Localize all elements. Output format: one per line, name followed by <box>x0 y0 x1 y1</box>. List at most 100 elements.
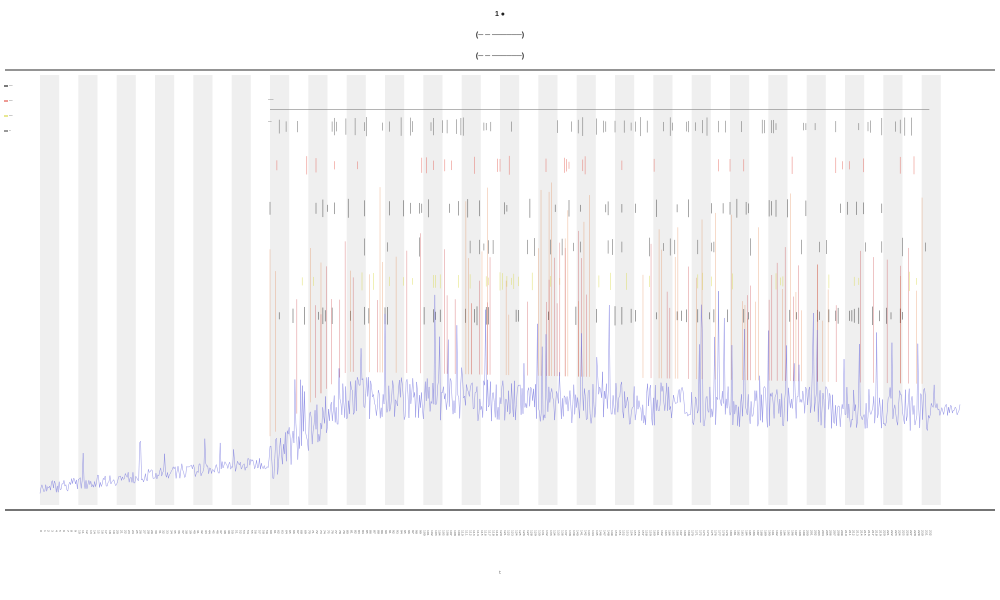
row-label: ── <box>267 119 272 123</box>
x-tick-label: 100 <box>422 530 426 536</box>
x-tick-label: 23 <box>127 530 131 534</box>
x-tick-label: 152 <box>622 530 626 536</box>
x-tick-label: 169 <box>687 530 691 536</box>
x-tick-label: 47 <box>219 530 223 534</box>
x-tick-label: 111 <box>465 530 469 536</box>
x-tick-label: 231 <box>925 530 929 536</box>
band <box>270 75 290 505</box>
x-tick-label: 208 <box>836 530 840 536</box>
x-tick-label: 27 <box>143 530 147 534</box>
title-line-3: (─ ─ ──────) <box>476 53 524 60</box>
x-tick-label: 41 <box>196 530 200 534</box>
x-tick-label: 83 <box>357 530 361 534</box>
band <box>806 75 826 505</box>
x-tick-label: 3 <box>51 530 55 532</box>
x-tick-label: 207 <box>833 530 837 536</box>
x-tick-label: 181 <box>733 530 737 536</box>
x-tick-label: 167 <box>679 530 683 536</box>
x-tick-label: 35 <box>173 530 177 534</box>
band <box>78 75 98 505</box>
x-tick-label: 166 <box>675 530 679 536</box>
x-tick-label: 94 <box>399 530 403 534</box>
band <box>346 75 366 505</box>
x-tick-label: 183 <box>741 530 745 536</box>
x-tick-label: 193 <box>779 530 783 536</box>
x-tick-label: 113 <box>472 530 476 536</box>
x-tick-label: 232 <box>928 530 932 536</box>
band <box>883 75 903 505</box>
x-tick-label: 0 <box>39 530 43 532</box>
x-tick-label: 61 <box>273 530 277 534</box>
x-tick-labels: 0 1 2 3 4 5 6 7 8 9 10 11 12 13 14 15 16 17 18 19 20 21 22 23 24… <box>39 530 932 536</box>
x-tick-label: 102 <box>430 530 434 536</box>
x-tick-label: 84 <box>361 530 365 534</box>
x-tick-label: 143 <box>587 530 591 536</box>
x-tick-label: 182 <box>737 530 741 536</box>
x-tick-label: 151 <box>618 530 622 536</box>
x-tick-label: 225 <box>902 530 906 536</box>
x-tick-label: 190 <box>767 530 771 536</box>
x-tick-label: 59 <box>265 530 269 534</box>
x-tick-label: 99 <box>419 530 423 534</box>
x-tick-label: 60 <box>269 530 273 534</box>
x-tick-label: 195 <box>787 530 791 536</box>
x-tick-label: 226 <box>905 530 909 536</box>
x-tick-label: 15 <box>97 530 101 534</box>
x-tick-label: 63 <box>281 530 285 534</box>
x-tick-label: 230 <box>921 530 925 536</box>
legend-entry: ── <box>8 84 13 88</box>
x-tick-label: 140 <box>576 530 580 536</box>
x-tick-label: 131 <box>541 530 545 536</box>
x-tick-label: 125 <box>518 530 522 536</box>
x-axis-title: t <box>499 570 501 575</box>
x-tick-label: 51 <box>235 530 239 534</box>
x-tick-label: 200 <box>806 530 810 536</box>
x-tick-label: 220 <box>882 530 886 536</box>
x-tick-label: 202 <box>813 530 817 536</box>
x-tick-label: 20 <box>116 530 120 534</box>
x-tick-label: 12 <box>85 530 89 534</box>
band <box>40 75 60 505</box>
x-tick-label: 89 <box>380 530 384 534</box>
x-tick-label: 77 <box>334 530 338 534</box>
x-tick-label: 155 <box>633 530 637 536</box>
x-tick-label: 186 <box>752 530 756 536</box>
x-tick-label: 172 <box>698 530 702 536</box>
legend-entry: ── <box>8 99 13 103</box>
x-tick-label: 34 <box>169 530 173 534</box>
x-tick-label: 110 <box>461 530 465 536</box>
band <box>576 75 596 505</box>
x-tick-label: 171 <box>695 530 699 536</box>
spike-series <box>269 182 923 437</box>
x-tick-label: 213 <box>856 530 860 536</box>
x-tick-label: 218 <box>875 530 879 536</box>
x-tick-label: 36 <box>177 530 181 534</box>
x-tick-label: 58 <box>261 530 265 534</box>
x-tick-label: 160 <box>652 530 656 536</box>
band <box>921 75 941 505</box>
x-tick-label: 170 <box>691 530 695 536</box>
x-tick-label: 92 <box>392 530 396 534</box>
x-tick-label: 229 <box>917 530 921 536</box>
x-tick-label: 168 <box>683 530 687 536</box>
x-tick-label: 164 <box>668 530 672 536</box>
x-tick-label: 123 <box>511 530 515 536</box>
x-tick-label: 178 <box>721 530 725 536</box>
x-tick-label: 90 <box>384 530 388 534</box>
x-tick-label: 76 <box>330 530 334 534</box>
x-tick-label: 46 <box>215 530 219 534</box>
band <box>308 75 328 505</box>
x-tick-label: 188 <box>760 530 764 536</box>
x-tick-label: 70 <box>307 530 311 534</box>
x-tick-label: 201 <box>810 530 814 536</box>
x-tick-label: 127 <box>526 530 530 536</box>
x-tick-label: 93 <box>396 530 400 534</box>
x-tick-label: 72 <box>315 530 319 534</box>
x-tick-label: 119 <box>495 530 499 536</box>
x-tick-label: 149 <box>610 530 614 536</box>
x-tick-label: 142 <box>583 530 587 536</box>
x-tick-label: 104 <box>438 530 442 536</box>
x-tick-label: 44 <box>208 530 212 534</box>
x-tick-label: 222 <box>890 530 894 536</box>
x-tick-label: 1 <box>43 530 47 532</box>
